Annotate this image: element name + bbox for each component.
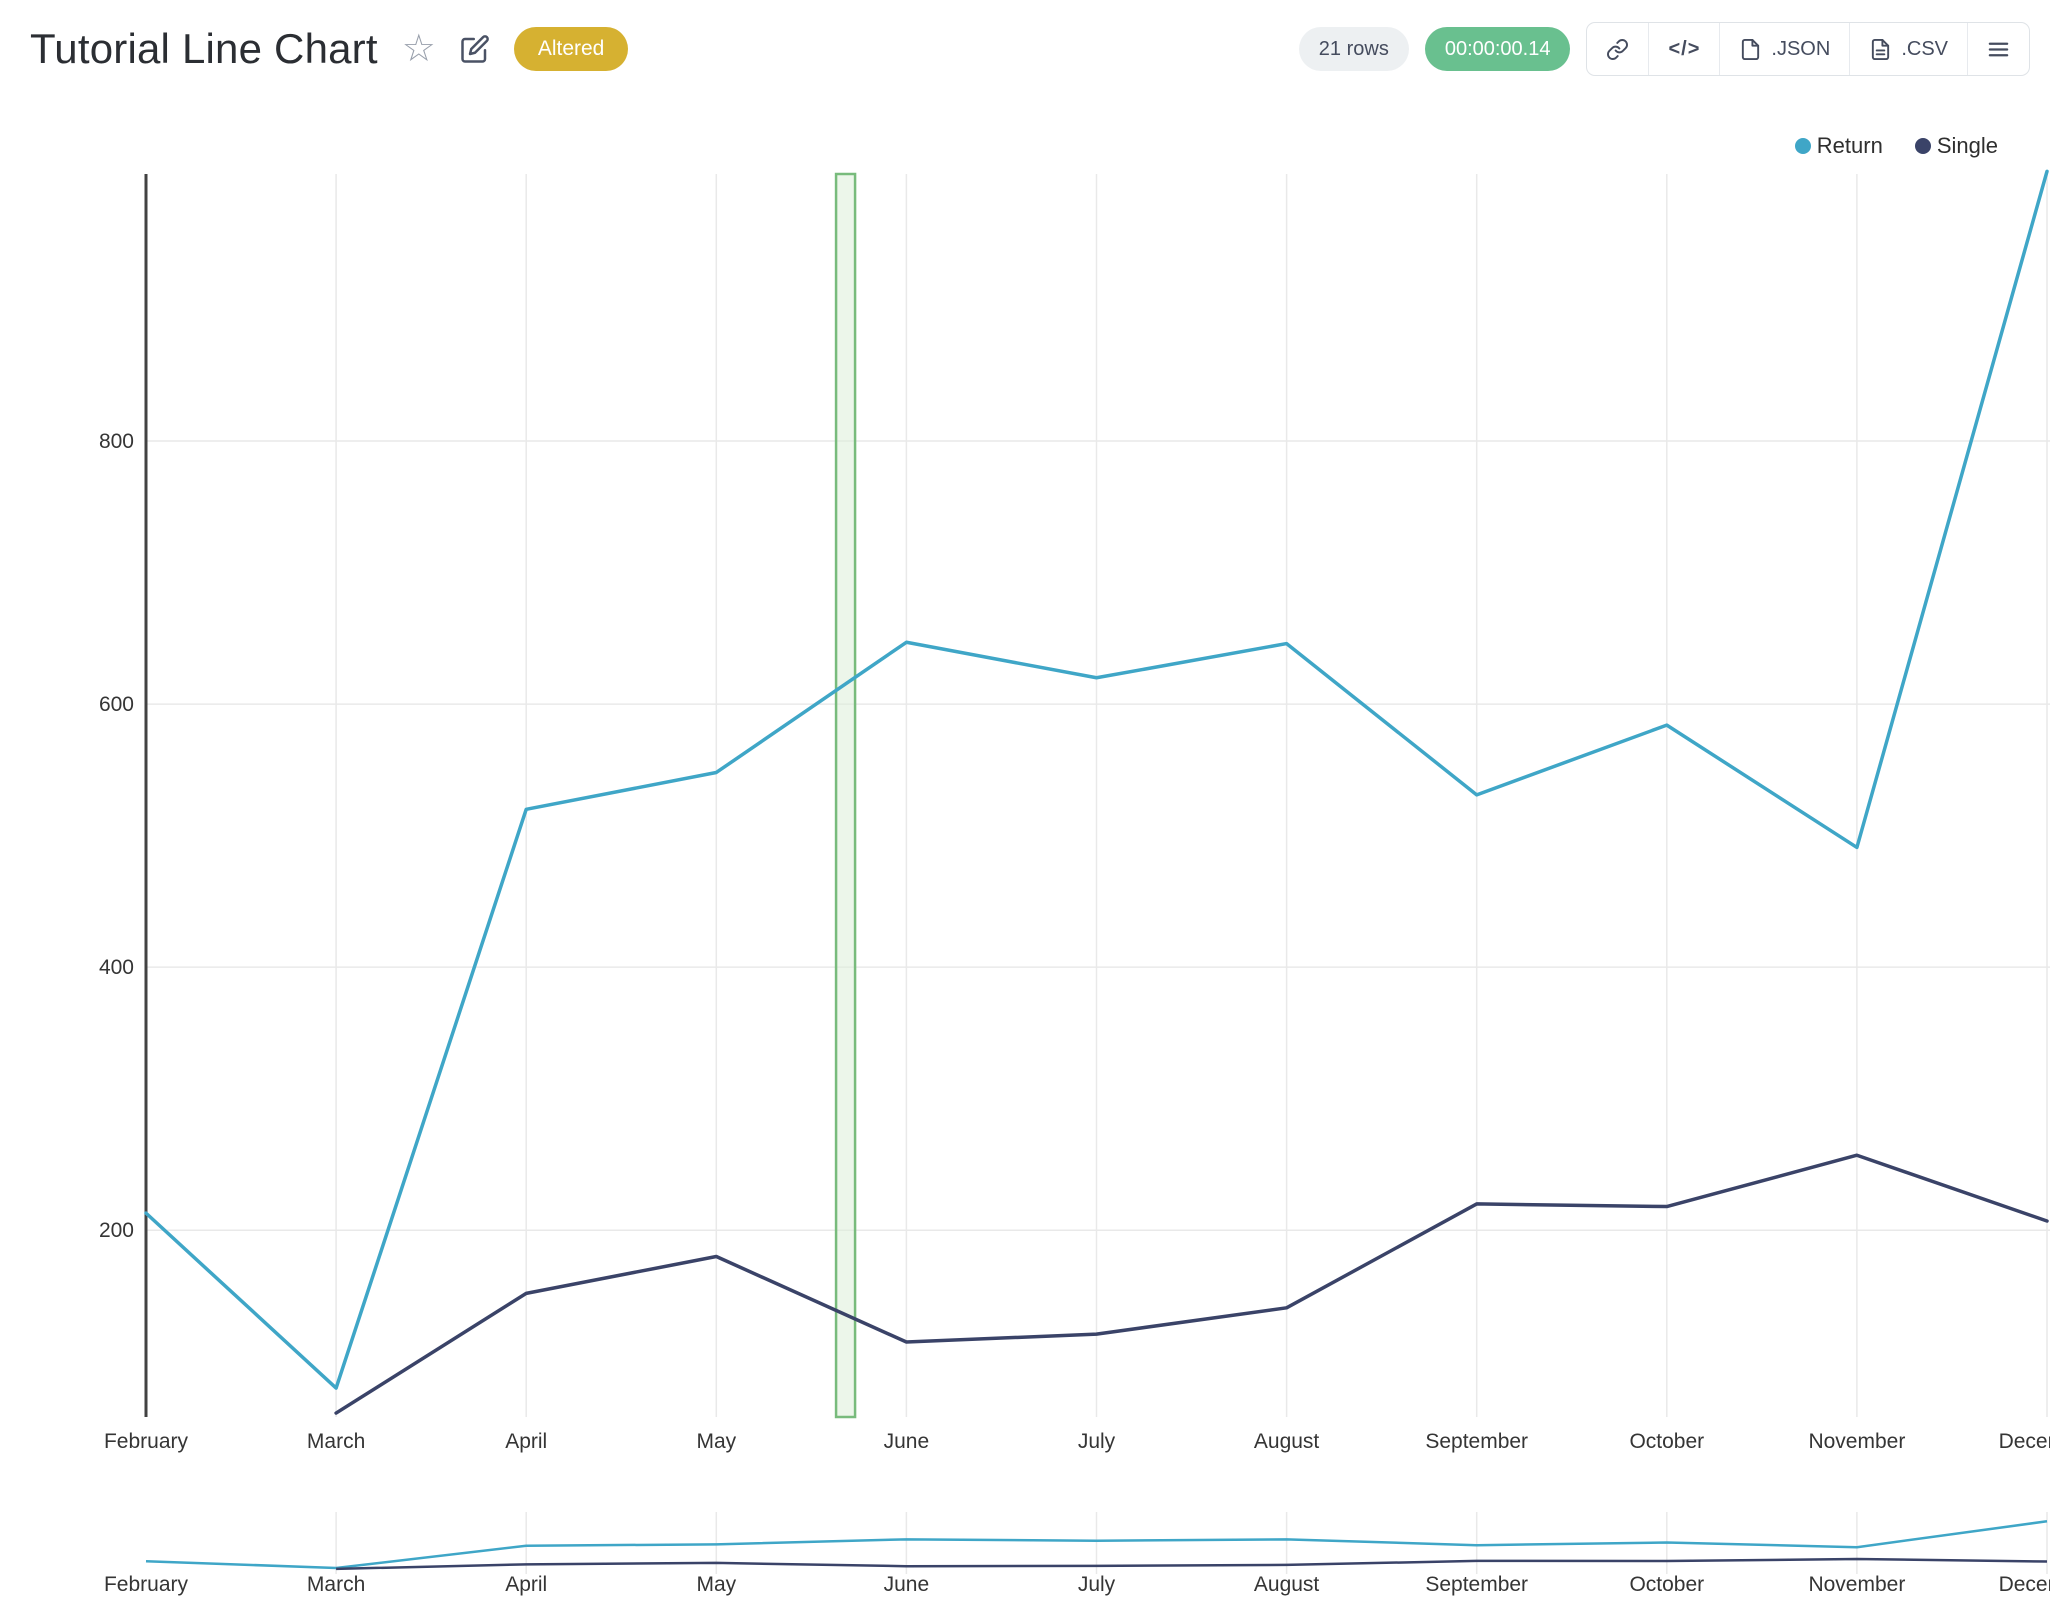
series-line-single <box>334 1153 2049 1415</box>
y-tick-label: 400 <box>99 956 134 979</box>
selection-band[interactable] <box>834 172 857 1419</box>
mini-x-tick-label: May <box>696 1573 736 1596</box>
header: Tutorial Line Chart ☆ Altered 21 rows 00… <box>0 0 2050 76</box>
download-json-label: .JSON <box>1771 37 1831 60</box>
download-csv-button[interactable]: .CSV <box>1849 23 1967 75</box>
embed-code-icon: </> <box>1668 37 1701 60</box>
mini-series-line-single <box>336 1557 2048 1571</box>
link-icon <box>1607 38 1629 60</box>
mini-x-tick-label: November <box>1808 1573 1905 1596</box>
x-tick-label: June <box>884 1430 930 1453</box>
chart-legend: Return Single <box>1794 133 1998 159</box>
mini-x-tick-label: August <box>1254 1573 1320 1596</box>
legend-label-return: Return <box>1816 133 1883 158</box>
mini-series-line-return <box>145 1520 2048 1570</box>
series-line-return <box>144 169 2049 1390</box>
legend-item-return[interactable]: Return <box>1794 133 1883 159</box>
mini-x-tick-label: February <box>104 1573 189 1596</box>
mini-x-tick-label: March <box>307 1573 365 1596</box>
mini-x-tick-label: April <box>505 1573 547 1596</box>
y-tick-label: 600 <box>99 693 134 716</box>
x-tick-label: March <box>307 1430 365 1453</box>
file-json-icon <box>1742 38 1760 60</box>
x-tick-label: August <box>1254 1430 1320 1453</box>
mini-x-tick-label: September <box>1425 1573 1528 1596</box>
legend-item-single[interactable]: Single <box>1914 133 1998 159</box>
mini-x-tick-label: October <box>1629 1573 1704 1596</box>
legend-label-single: Single <box>1936 133 1998 158</box>
favorite-star-icon[interactable]: ☆ <box>401 28 436 70</box>
row-count-badge: 21 rows <box>1298 27 1409 71</box>
mini-x-tick-label: December <box>1999 1573 2050 1596</box>
download-csv-label: .CSV <box>1901 37 1948 60</box>
query-timer-badge: 00:00:00.14 <box>1424 27 1571 71</box>
x-tick-label: February <box>104 1430 189 1453</box>
title-group: Tutorial Line Chart ☆ Altered <box>30 25 629 73</box>
legend-dot-single <box>1914 138 1931 154</box>
x-tick-label: December <box>1999 1430 2050 1453</box>
page-title: Tutorial Line Chart <box>30 25 378 72</box>
file-csv-icon <box>1872 38 1890 60</box>
edit-icon[interactable] <box>460 34 490 64</box>
mini-x-tick-label: June <box>884 1573 930 1596</box>
x-tick-label: October <box>1629 1430 1704 1453</box>
x-tick-label: September <box>1425 1430 1528 1453</box>
altered-badge: Altered <box>513 27 629 71</box>
hamburger-menu-icon <box>1988 42 2009 56</box>
mini-x-tick-label: July <box>1078 1573 1116 1596</box>
x-tick-label: April <box>505 1430 547 1453</box>
menu-button[interactable] <box>1967 23 2029 75</box>
x-tick-label: July <box>1078 1430 1116 1453</box>
y-tick-label: 200 <box>99 1219 134 1242</box>
result-toolbar: 21 rows 00:00:00.14 </> .JSON <box>1298 22 2030 76</box>
pencil-square-icon <box>461 35 489 63</box>
x-tick-label: May <box>696 1430 736 1453</box>
export-button-group: </> .JSON .CSV <box>1586 22 2030 76</box>
share-link-button[interactable] <box>1587 23 1648 75</box>
legend-dot-return <box>1794 138 1811 154</box>
x-tick-label: November <box>1808 1430 1905 1453</box>
y-tick-label: 800 <box>99 430 134 453</box>
main-plot: 200 400 600 800 February March April May June Jul… <box>99 169 2050 1574</box>
download-json-button[interactable]: .JSON <box>1719 23 1849 75</box>
mini-brush-chart[interactable]: February March April May June July August Septe… <box>104 1520 2050 1596</box>
embed-button[interactable]: </> <box>1648 23 1719 75</box>
